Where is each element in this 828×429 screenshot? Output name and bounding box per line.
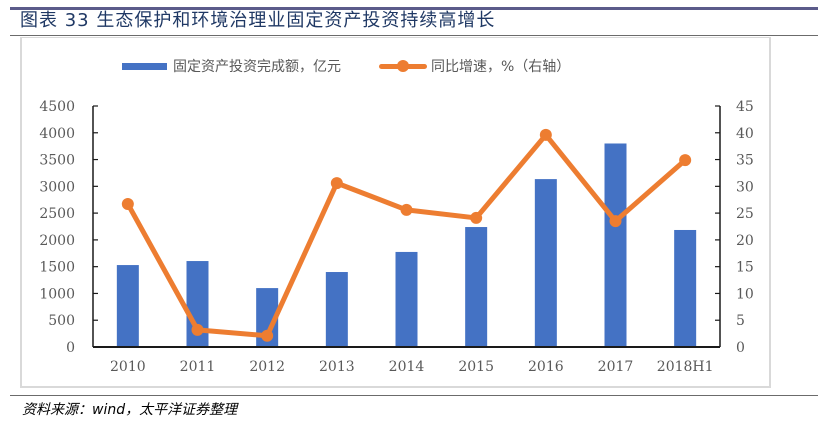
left-tick-label: 3000: [39, 179, 75, 195]
right-tick-label: 0: [736, 340, 745, 356]
x-tick-label: 2016: [528, 359, 564, 375]
bar-swatch-icon: [122, 62, 167, 70]
right-tick-label: 25: [736, 206, 754, 222]
line-marker: [121, 198, 134, 211]
line-marker: [609, 215, 622, 228]
line-marker: [400, 203, 413, 216]
legend-item-line: 同比增速，%（右轴）: [379, 56, 570, 76]
left-tick-label: 500: [48, 313, 75, 329]
bar: [186, 261, 209, 347]
x-tick-label: 2014: [389, 359, 425, 375]
right-tick-label: 35: [736, 153, 754, 169]
legend-item-bar: 固定资产投资完成额，亿元: [122, 56, 341, 76]
x-tick-label: 2018H1: [657, 359, 714, 375]
line-marker: [539, 128, 552, 141]
bar: [256, 288, 279, 347]
line-marker: [191, 323, 204, 336]
left-tick-label: 4500: [39, 99, 75, 115]
bar: [674, 229, 697, 347]
x-tick-label: 2017: [598, 359, 634, 375]
x-tick-label: 2013: [319, 359, 355, 375]
right-tick-label: 30: [736, 179, 754, 195]
left-tick-label: 4000: [39, 126, 75, 142]
line-marker: [470, 211, 483, 224]
footer-divider: [10, 395, 818, 396]
right-tick-label: 40: [736, 126, 754, 142]
line-marker-swatch-icon: [379, 60, 427, 72]
x-tick-label: 2012: [249, 359, 285, 375]
line-marker: [261, 329, 274, 342]
x-tick-label: 2011: [180, 359, 216, 375]
bar: [325, 272, 348, 347]
x-tick-label: 2015: [458, 359, 494, 375]
left-tick-label: 0: [66, 340, 75, 356]
figure-title: 图表 33 生态保护和环境治理业固定资产投资持续高增长: [20, 10, 496, 31]
right-tick-label: 20: [736, 233, 754, 249]
source-note: 资料来源：wind，太平洋证券整理: [22, 402, 238, 418]
title-divider: [10, 35, 818, 36]
left-tick-label: 1500: [39, 260, 75, 276]
left-tick-label: 2000: [39, 233, 75, 249]
left-tick-label: 3500: [39, 153, 75, 169]
left-tick-label: 2500: [39, 206, 75, 222]
left-tick-label: 1000: [39, 286, 75, 302]
right-tick-label: 5: [736, 313, 745, 329]
legend-bar-label: 固定资产投资完成额，亿元: [173, 59, 341, 75]
bar: [116, 265, 139, 347]
chart-legend: 固定资产投资完成额，亿元 同比增速，%（右轴）: [122, 56, 608, 76]
bar: [465, 227, 488, 347]
top-accent-bar: [10, 7, 818, 10]
bar: [604, 143, 627, 347]
right-tick-label: 15: [736, 260, 754, 276]
right-tick-label: 10: [736, 286, 754, 302]
right-tick-label: 45: [736, 99, 754, 115]
bar: [534, 179, 557, 347]
x-tick-label: 2010: [110, 359, 146, 375]
line-marker: [330, 177, 343, 190]
line-marker: [679, 154, 692, 167]
bar: [395, 251, 418, 347]
legend-line-label: 同比增速，%（右轴）: [431, 59, 571, 75]
